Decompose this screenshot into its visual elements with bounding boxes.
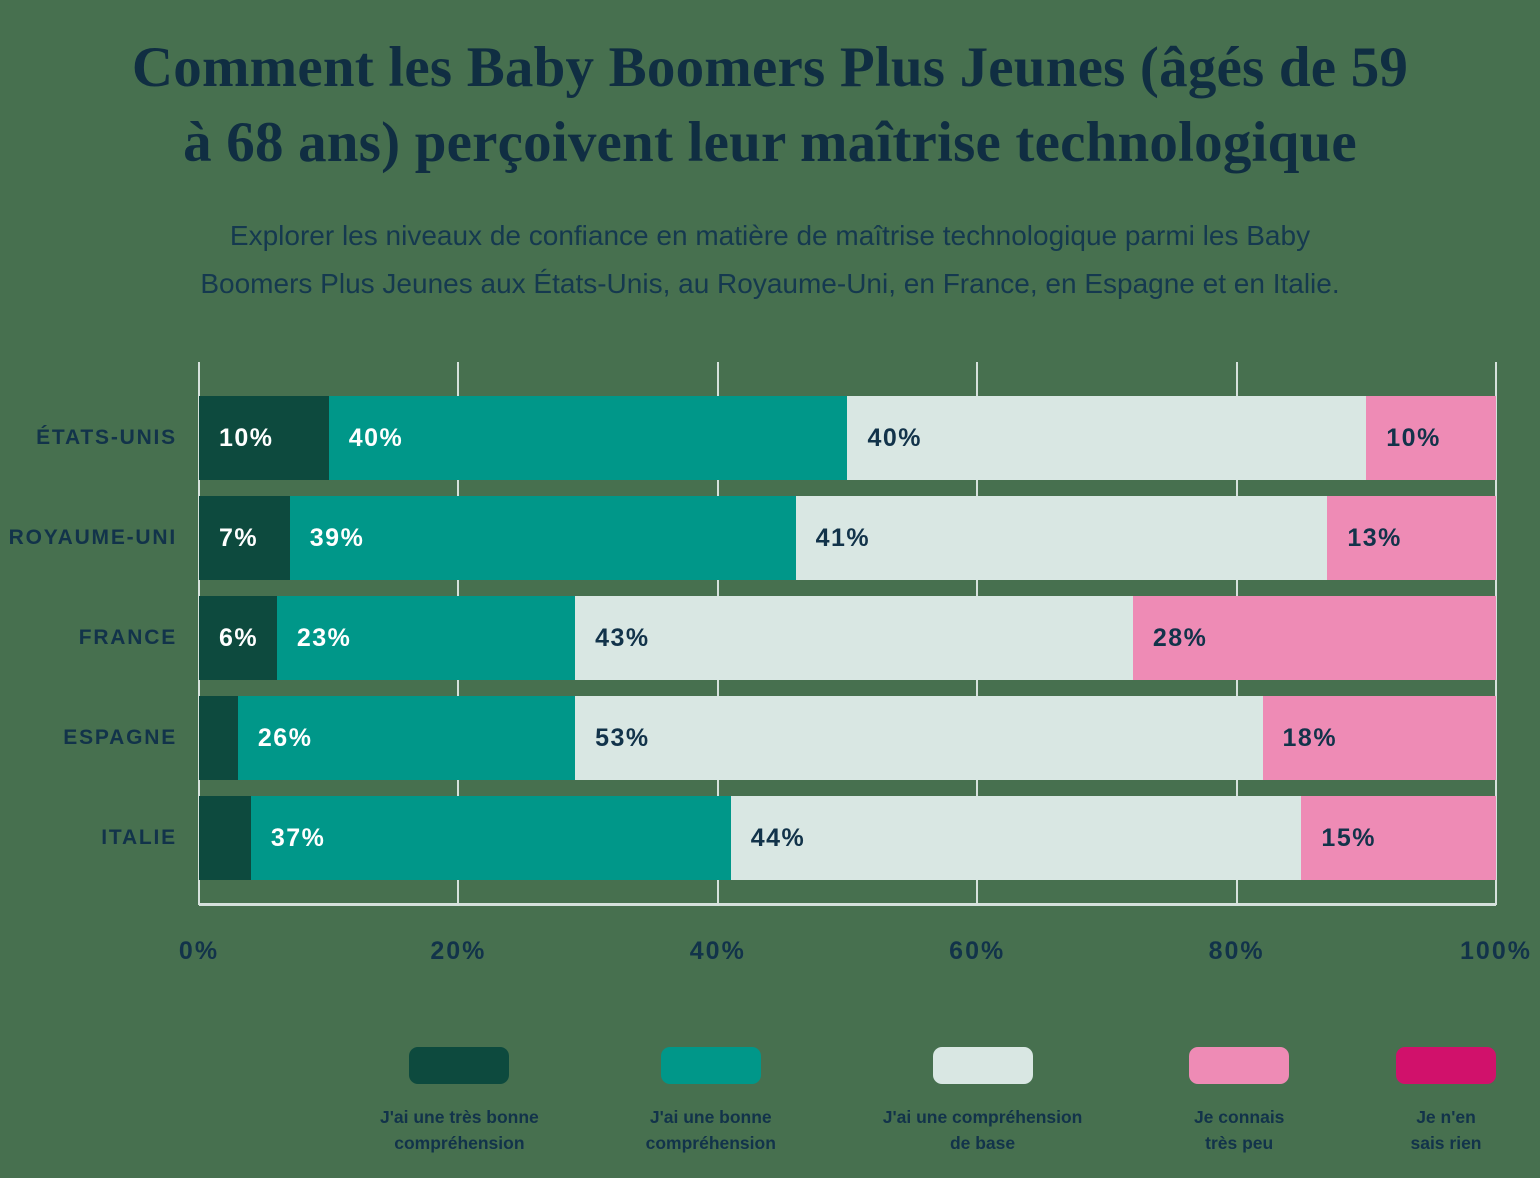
segment-value-label: 40% [348,423,404,452]
chart-title-line-1: Comment les Baby Boomers Plus Jeunes (âg… [131,36,1409,99]
legend-item-4: Je connais très peu [1189,1047,1290,1157]
bar-segment: 44% [730,796,1302,880]
segment-value-label: 40% [867,423,923,452]
legend-label: Je connais très peu [1193,1107,1285,1154]
legend-item-3: J'ai une compréhension de base [882,1047,1083,1157]
x-tick-label-60%: 60% [949,937,1006,965]
chart-subtitle: Explorer les niveaux de confiance en mat… [70,212,1470,308]
legend-swatch [1396,1047,1496,1084]
bar-segment: 10% [199,396,329,480]
segment-value-label: 23% [296,623,352,652]
category-label: ÉTATS-UNIS [36,426,177,449]
legend-item-2: J'ai une bonne compréhension [646,1047,776,1157]
category-label: FRANCE [78,626,177,649]
legend: J'ai une très bonne compréhension J'ai une… [380,1047,1496,1157]
legend-swatch [409,1047,510,1084]
bar-segment: 18% [1262,696,1496,780]
chart-title: Comment les Baby Boomers Plus Jeunes (âg… [0,30,1540,180]
bar-segment: 53% [575,696,1263,780]
segment-value-label: 53% [595,723,650,752]
segment-value-label: 43% [595,623,650,652]
x-tick-label-80%: 80% [1208,937,1265,965]
bar-segment: 39% [289,496,796,580]
legend-label: J'ai une bonne compréhension [645,1107,776,1154]
bar-row-3: FRANCE 6% 23% 43% 28% [79,596,1496,680]
legend-swatch [660,1047,761,1084]
bar-segment: 13% [1327,496,1496,580]
segment-value-label: 7% [219,523,259,552]
bar-segment: 10% [1366,396,1496,480]
bar-segment: 40% [847,396,1367,480]
chart-subtitle-line-2: Boomers Plus Jeunes aux États-Unis, au R… [200,268,1340,300]
bar-segment: 40% [328,396,848,480]
bar-segment: 26% [237,696,576,780]
segment-value-label: 44% [750,823,806,852]
gridline-100 [1495,362,1497,905]
segment-value-label: 6% [219,623,259,652]
x-tick-label-40%: 40% [689,937,746,965]
segment-value-label: 18% [1282,723,1338,752]
legend-item-5: Je n'en sais rien [1396,1047,1496,1157]
bar-row-4: ESPAGNE 26% 53% 18% [63,696,1496,780]
bar-row-2: ROYAUME-UNI 7% 39% 41% 13% [9,496,1496,580]
segment-value-label: 15% [1321,823,1376,852]
bar-segment: 41% [795,496,1328,580]
bar-segment: 37% [250,796,731,880]
legend-label: J'ai une très bonne compréhension [380,1107,539,1154]
bar-row-1: ÉTATS-UNIS 10% 40% 40% 10% [36,396,1496,480]
legend-swatch [1189,1047,1290,1084]
legend-swatch [932,1047,1033,1084]
bar-row-5: ITALIE 37% 44% 15% [101,796,1496,880]
x-axis-line [199,903,1496,906]
plot-area: ÉTATS-UNIS 10% 40% 40% 10% ROYAUME-UNI 7% 39% 41… [9,362,1530,965]
bar-segment: 23% [276,596,576,680]
segment-value-label: 10% [219,423,274,452]
category-label: ESPAGNE [63,726,177,749]
bar-segment: 43% [575,596,1133,680]
category-label: ROYAUME-UNI [8,526,177,549]
bar-segment: 7% [199,496,290,580]
chart-subtitle-line-1: Explorer les niveaux de confiance en mat… [229,220,1311,251]
segment-value-label: 37% [270,823,326,852]
category-label: ITALIE [101,826,177,849]
bar-segment: 15% [1301,796,1496,880]
segment-value-label: 13% [1347,523,1402,552]
x-tick-label-20%: 20% [430,937,487,965]
bar-segment: 28% [1132,596,1496,680]
segment-value-label: 10% [1386,423,1441,452]
legend-label: Je n'en sais rien [1410,1107,1482,1154]
x-tick-label-0%: 0% [178,937,220,965]
segment-value-label: 39% [309,523,365,552]
bar-segment: 6% [199,596,277,680]
segment-value-label: 26% [257,723,313,752]
bar-segment [199,796,251,880]
legend-item-1: J'ai une très bonne compréhension [380,1047,539,1157]
chart-title-line-2: à 68 ans) perçoivent leur maîtrise techn… [183,111,1357,175]
x-tick-label-100%: 100% [1460,937,1532,965]
segment-value-label: 41% [815,523,871,552]
legend-label: J'ai une compréhension de base [882,1107,1083,1154]
bar-segment [199,696,238,780]
segment-value-label: 28% [1152,623,1208,652]
